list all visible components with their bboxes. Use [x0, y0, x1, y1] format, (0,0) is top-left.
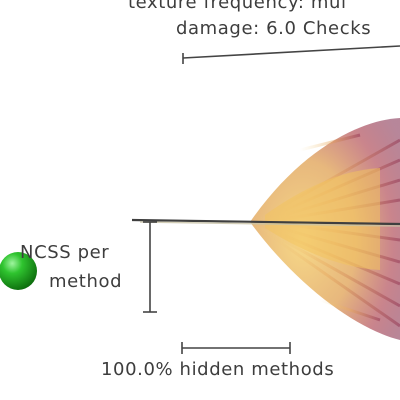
hidden-methods-label: 100.0% hidden methods — [101, 359, 335, 380]
texture-frequency-label: texture frequency: mul — [128, 0, 347, 13]
main-axis-line — [131, 218, 400, 226]
ncss-per-label: NCSS per — [20, 242, 110, 263]
green-sphere-icon — [0, 252, 37, 290]
hidden-methods-scale-bar — [181, 342, 291, 354]
top-scale-bar — [182, 45, 400, 64]
feather-glyph — [250, 118, 400, 340]
damage-label: damage: 6.0 Checks — [176, 18, 372, 39]
method-label: method — [49, 271, 123, 292]
ncss-scale-bar — [143, 221, 157, 313]
